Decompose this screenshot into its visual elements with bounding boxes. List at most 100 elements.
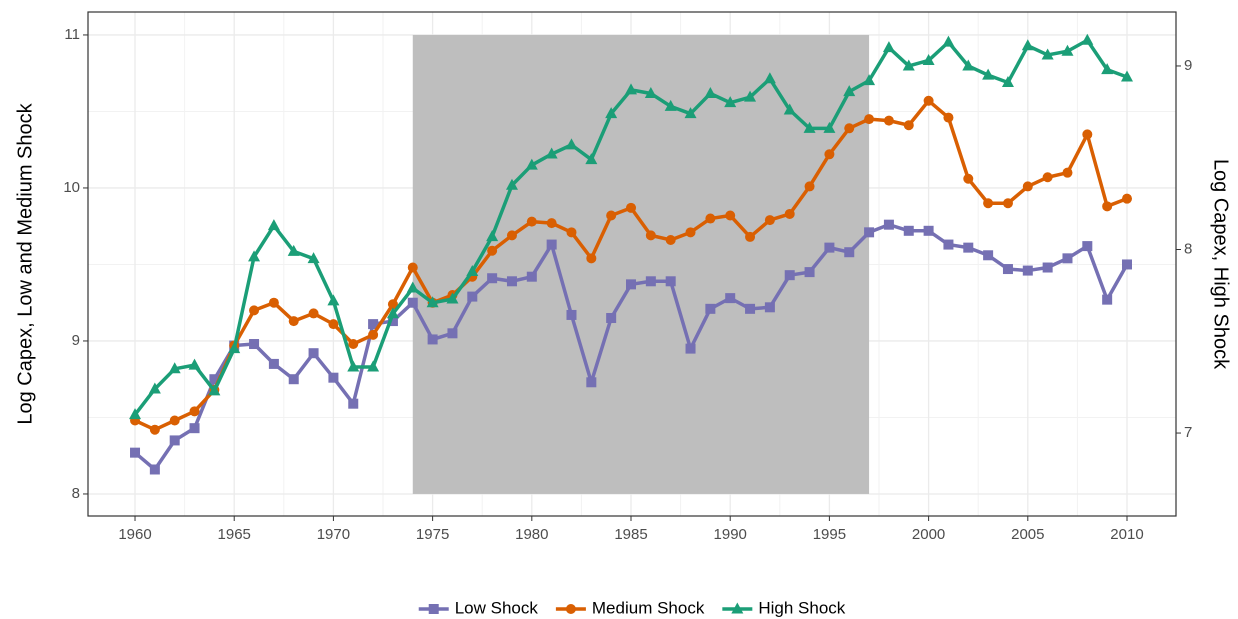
marker xyxy=(1001,75,1014,87)
marker xyxy=(983,250,994,261)
marker xyxy=(1042,172,1053,183)
marker xyxy=(546,218,557,229)
marker xyxy=(208,384,221,396)
marker xyxy=(526,271,537,282)
marker xyxy=(943,112,954,123)
marker xyxy=(1002,198,1013,209)
marker xyxy=(645,230,656,241)
marker xyxy=(764,302,775,313)
marker xyxy=(1062,167,1073,178)
marker xyxy=(783,103,796,115)
marker xyxy=(844,123,855,134)
marker xyxy=(566,309,577,320)
marker xyxy=(705,303,716,314)
marker xyxy=(764,215,775,226)
marker xyxy=(902,59,915,71)
marker xyxy=(804,267,815,278)
x-tick-label: 2000 xyxy=(912,526,945,543)
marker xyxy=(169,415,180,426)
marker xyxy=(368,329,379,340)
legend-item: High Shock xyxy=(722,598,846,617)
marker xyxy=(487,245,498,256)
marker xyxy=(883,115,894,126)
x-tick-label: 1965 xyxy=(218,526,251,543)
marker xyxy=(883,219,894,230)
marker xyxy=(189,423,200,434)
x-tick-label: 1990 xyxy=(714,526,747,543)
marker xyxy=(983,198,994,209)
marker xyxy=(824,149,835,160)
x-tick-label: 1985 xyxy=(614,526,647,543)
marker xyxy=(942,35,955,47)
marker xyxy=(248,250,261,262)
marker xyxy=(1022,181,1033,192)
marker xyxy=(644,86,657,98)
marker xyxy=(882,41,895,53)
marker xyxy=(406,281,419,293)
legend-label: Low Shock xyxy=(455,598,539,617)
x-tick-label: 1995 xyxy=(813,526,846,543)
marker xyxy=(705,213,716,224)
marker xyxy=(606,210,617,221)
marker xyxy=(407,297,418,308)
marker xyxy=(288,316,299,327)
marker xyxy=(665,276,676,287)
marker xyxy=(625,83,638,95)
marker xyxy=(664,99,677,111)
marker xyxy=(685,227,696,238)
marker xyxy=(745,303,756,314)
marker xyxy=(506,276,517,287)
marker xyxy=(467,291,478,302)
marker xyxy=(784,208,795,219)
marker xyxy=(1082,241,1093,252)
marker xyxy=(1022,265,1033,276)
marker xyxy=(546,239,557,250)
marker xyxy=(327,294,340,306)
marker xyxy=(149,464,160,475)
marker xyxy=(287,244,300,256)
marker xyxy=(426,296,439,308)
marker xyxy=(684,107,697,119)
marker xyxy=(169,435,180,446)
marker xyxy=(367,360,380,372)
legend-label: Medium Shock xyxy=(592,598,705,617)
marker xyxy=(249,305,260,316)
marker xyxy=(427,334,438,345)
marker xyxy=(626,202,637,213)
legend-item: Low Shock xyxy=(418,598,539,617)
marker xyxy=(763,72,776,84)
marker xyxy=(585,153,598,165)
marker xyxy=(725,293,736,304)
marker xyxy=(864,114,875,125)
marker xyxy=(348,339,359,350)
marker xyxy=(804,181,815,192)
marker xyxy=(685,343,696,354)
marker xyxy=(268,297,279,308)
marker xyxy=(605,107,618,119)
marker xyxy=(1042,262,1053,273)
legend-item: Medium Shock xyxy=(555,598,705,617)
marker xyxy=(744,90,757,102)
marker xyxy=(428,604,439,614)
marker xyxy=(1061,44,1074,56)
marker xyxy=(1002,264,1013,275)
marker xyxy=(505,178,518,190)
marker xyxy=(387,299,398,310)
marker xyxy=(447,328,458,339)
y-tick-label: 9 xyxy=(72,332,80,349)
marker xyxy=(665,234,676,245)
marker xyxy=(565,604,576,614)
marker xyxy=(843,85,856,97)
marker xyxy=(1062,253,1073,264)
marker xyxy=(606,313,617,324)
panel-border xyxy=(87,11,1177,517)
marker xyxy=(1081,33,1094,45)
marker xyxy=(545,147,558,159)
marker xyxy=(288,374,299,385)
marker xyxy=(745,231,756,242)
marker xyxy=(1121,259,1132,270)
marker xyxy=(209,374,220,385)
y2-tick-label: 7 xyxy=(1184,424,1192,441)
marker xyxy=(844,247,855,258)
